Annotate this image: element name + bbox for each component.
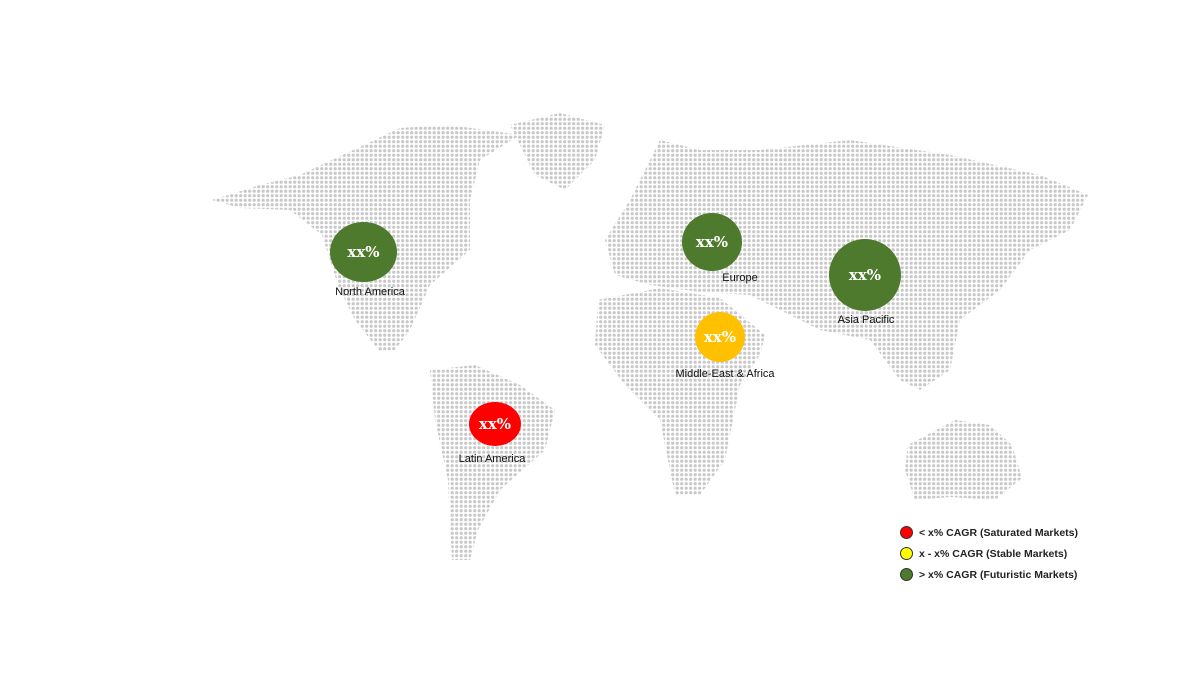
latin-america-label: Latin America (458, 453, 526, 465)
red-dot-icon (900, 526, 913, 539)
legend-item-futuristic: > x% CAGR (Futuristic Markets) (900, 564, 1078, 585)
legend-label: x - x% CAGR (Stable Markets) (919, 547, 1068, 560)
green-dot-icon (900, 568, 913, 581)
africa-landmass (595, 288, 765, 495)
south-america-landmass (430, 365, 555, 560)
middle-east-africa-label: Middle-East & Africa (675, 368, 775, 380)
latin-america-bubble: xx% (469, 402, 521, 446)
legend-label: < x% CAGR (Saturated Markets) (919, 526, 1079, 539)
asia-pacific-label: Asia Pacific (837, 314, 895, 326)
legend-label: > x% CAGR (Futuristic Markets) (919, 568, 1078, 581)
yellow-dot-icon (900, 547, 913, 560)
north-america-label: North America (335, 286, 405, 298)
asia-pacific-bubble: xx% (829, 239, 901, 311)
australia-landmass (905, 420, 1022, 500)
greenland-landmass (510, 113, 605, 190)
north-america-bubble: xx% (330, 222, 397, 282)
europe-bubble: xx% (682, 213, 742, 271)
legend-item-saturated: < x% CAGR (Saturated Markets) (900, 522, 1078, 543)
europe-label: Europe (722, 272, 758, 284)
middle-east-africa-bubble: xx% (695, 312, 745, 362)
legend-item-stable: x - x% CAGR (Stable Markets) (900, 543, 1078, 564)
legend: < x% CAGR (Saturated Markets) x - x% CAG… (900, 522, 1078, 585)
